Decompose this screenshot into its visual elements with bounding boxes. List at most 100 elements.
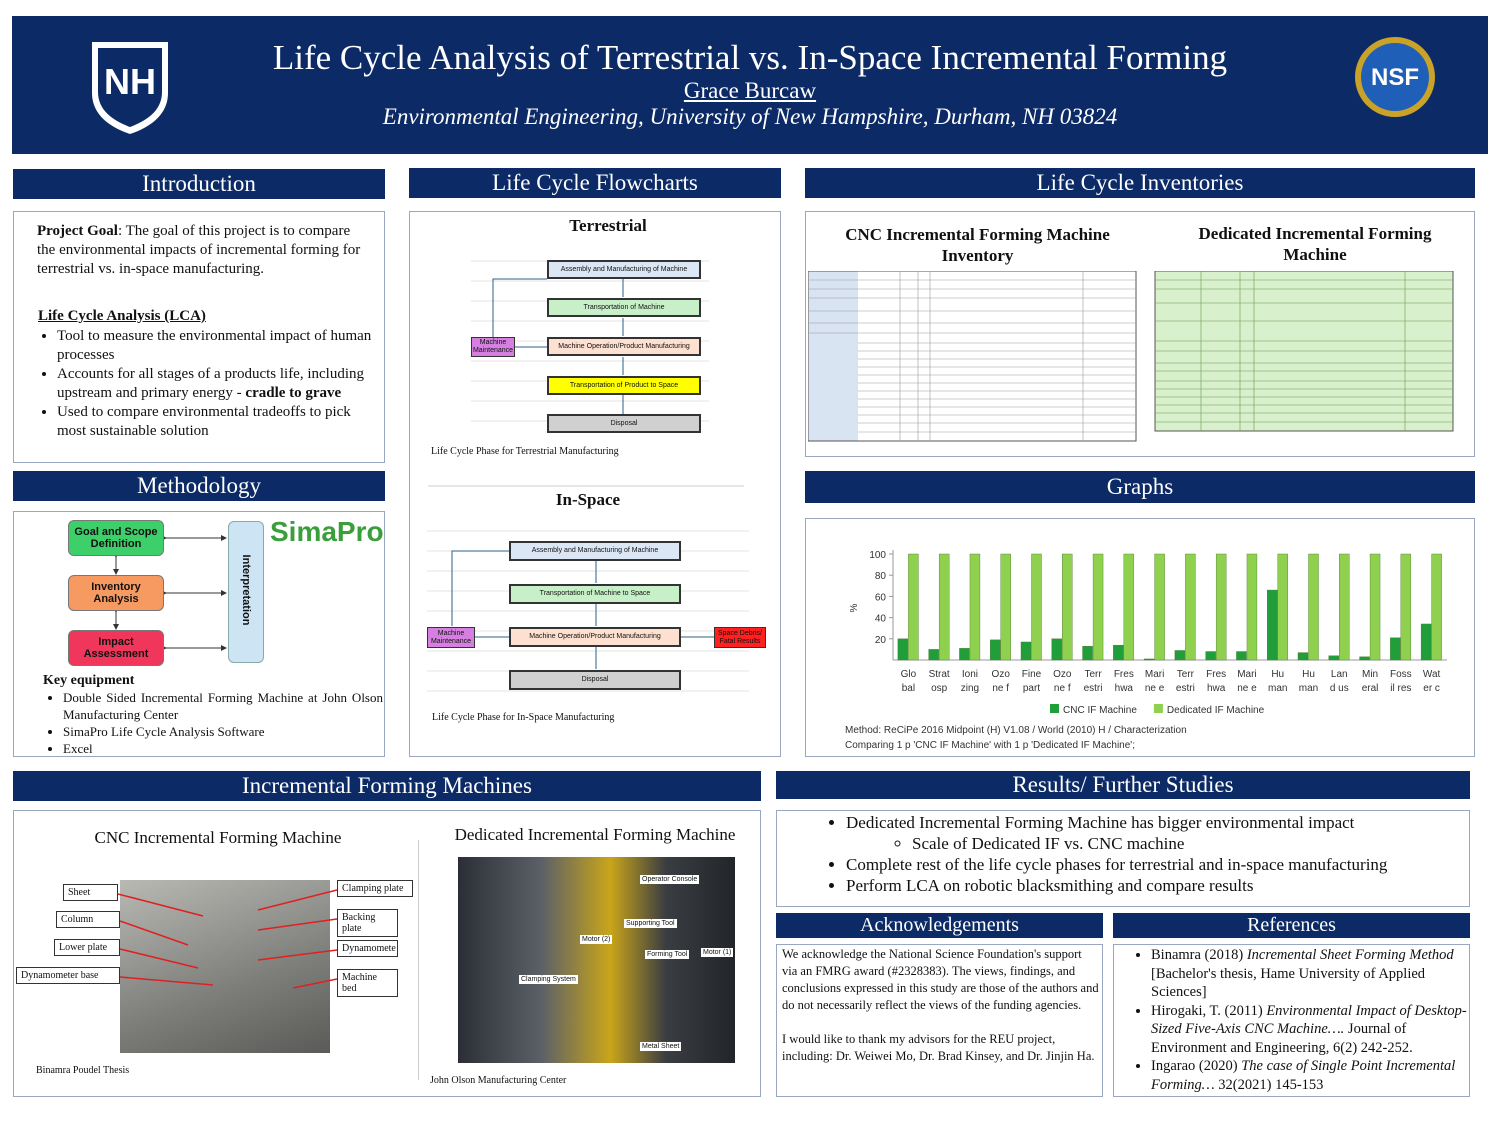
bar — [1339, 553, 1350, 661]
bar — [1400, 553, 1412, 661]
x-tick-label: ne f — [992, 683, 1009, 694]
bar — [1051, 638, 1062, 661]
x-tick-label: Wat — [1423, 669, 1441, 680]
x-tick-label: Mari — [1237, 669, 1256, 680]
chart-note: Method: ReCiPe 2016 Midpoint (H) V1.08 /… — [845, 725, 1187, 736]
ref-title: Incremental Sheet Forming Method — [1246, 947, 1454, 963]
photo-caption: John Olson Manufacturing Center — [430, 1075, 567, 1086]
logo-text: NSF — [1371, 64, 1419, 91]
reference: Ingarao (2020) The case of Single Point … — [1151, 1057, 1481, 1094]
impact-chart: 20 40 60 80 100% Glo bal Strat osp Ioni zing Ozo ne … — [845, 550, 1447, 751]
intro-bullets: Tool to measure the environmental impact… — [37, 327, 379, 441]
section-heading: Life Cycle Inventories — [805, 168, 1475, 198]
logo-globe — [1361, 43, 1429, 111]
bar — [1154, 553, 1165, 661]
table-rules — [1155, 271, 1453, 431]
chart-note: Comparing 1 p 'CNC IF Machine' with 1 p … — [845, 740, 1135, 751]
legend-swatch — [1153, 704, 1163, 713]
bar — [1082, 646, 1093, 661]
ref-lead: Hirogaki, T. (2011) — [1151, 1002, 1267, 1019]
bar — [1359, 656, 1370, 661]
part-label: Forming Tool — [645, 950, 690, 959]
ack-paragraph: We acknowledge the National Science Foun… — [782, 947, 1099, 1012]
section-heading: Graphs — [805, 471, 1475, 503]
ref-title: The case of Single Point Incremental For… — [1151, 1058, 1456, 1093]
pointer-lines — [117, 889, 338, 989]
x-tick-label: er c — [1423, 683, 1440, 694]
section-heading: Incremental Forming Machines — [13, 771, 761, 801]
photo-caption: Binamra Poudel Thesis — [36, 1065, 130, 1076]
bullet-text: Accounts for all stages of a products li… — [57, 366, 365, 401]
logo-text: NH — [104, 61, 156, 102]
x-tick-label: ne e — [1237, 683, 1257, 694]
bar — [1123, 553, 1135, 661]
bar — [1420, 623, 1432, 661]
bar — [959, 648, 970, 661]
part-label: Machine bed — [337, 969, 398, 997]
bar — [1369, 553, 1381, 661]
bullet: Excel — [63, 740, 383, 757]
legend-label: Dedicated IF Machine — [1167, 705, 1265, 716]
divider — [418, 840, 419, 1080]
legend-label: CNC IF Machine — [1063, 705, 1137, 716]
y-tick-label: 40 — [875, 614, 887, 625]
bar — [1062, 553, 1073, 661]
part-label: Backing plate — [337, 909, 398, 937]
x-tick-label: estri — [1084, 683, 1103, 694]
ref-rest: Journal of Environment and Engineering, … — [1151, 1021, 1413, 1056]
x-tick-label: il res — [1390, 683, 1411, 694]
x-tick-label: Lan — [1331, 669, 1348, 680]
x-tick-label: hwa — [1207, 683, 1226, 694]
x-tick-label: Strat — [929, 669, 950, 680]
lca-heading: Life Cycle Analysis (LCA) — [38, 308, 206, 324]
x-tick-label: Fine — [1022, 669, 1042, 680]
bar — [938, 553, 950, 661]
y-tick-label: 20 — [875, 635, 887, 646]
flow-box: Assembly and Manufacturing of Machine — [547, 260, 701, 279]
part-label: Dynamometer base — [16, 967, 120, 984]
part-label: Motor (1) — [701, 948, 734, 957]
method-step: Inventory Analysis — [68, 575, 164, 611]
bar — [1092, 553, 1104, 661]
cnc-pointers — [117, 889, 338, 989]
section-heading: Methodology — [13, 471, 385, 501]
part-label: Sheet — [63, 884, 118, 901]
bar — [908, 553, 919, 661]
bar — [1390, 637, 1401, 661]
part-label: Motor (2) — [580, 935, 613, 944]
bullet: Accounts for all stages of a products li… — [57, 365, 379, 403]
bar — [1236, 651, 1247, 661]
x-tick-label: Glo — [901, 669, 917, 680]
bullet-text: Dedicated Incremental Forming Machine ha… — [846, 813, 1355, 832]
ack-paragraph: I would like to thank my advisors for th… — [782, 1032, 1095, 1063]
x-tick-label: Foss — [1390, 669, 1412, 680]
bar — [1308, 553, 1319, 661]
part-label: Lower plate — [54, 939, 120, 956]
section-box — [776, 810, 1470, 907]
legend-swatch — [1050, 704, 1059, 713]
equipment-list: Double Sided Incremental Forming Machine… — [43, 689, 383, 757]
flow-box: Transportation of Machine to Space — [509, 584, 681, 604]
bar — [1000, 553, 1011, 661]
bar — [1185, 553, 1196, 661]
bar — [1297, 652, 1309, 661]
bullet: Double Sided Incremental Forming Machine… — [63, 689, 383, 723]
flow-box: Transportation of Machine — [547, 298, 701, 317]
part-label: Operator Console — [640, 875, 700, 884]
x-tick-label: man — [1299, 683, 1318, 694]
poster-title: Life Cycle Analysis of Terrestrial vs. I… — [272, 38, 1228, 77]
inventory-title: Dedicated Incremental Forming Machine — [1198, 224, 1432, 264]
flow-arrows — [451, 278, 714, 669]
bar — [1113, 644, 1124, 661]
bar — [1267, 589, 1278, 661]
goal-label: Project Goal — [37, 223, 118, 239]
x-tick-label: Terr — [1177, 669, 1195, 680]
y-axis-label: % — [849, 603, 860, 612]
x-tick-label: Hu — [1271, 669, 1284, 680]
bullet: Complete rest of the life cycle phases f… — [846, 854, 1486, 875]
section-box — [1113, 944, 1470, 1097]
method-arrows — [113, 535, 227, 651]
results-list: Dedicated Incremental Forming Machine ha… — [826, 812, 1486, 896]
reference: Hirogaki, T. (2011) Environmental Impact… — [1151, 1002, 1481, 1058]
